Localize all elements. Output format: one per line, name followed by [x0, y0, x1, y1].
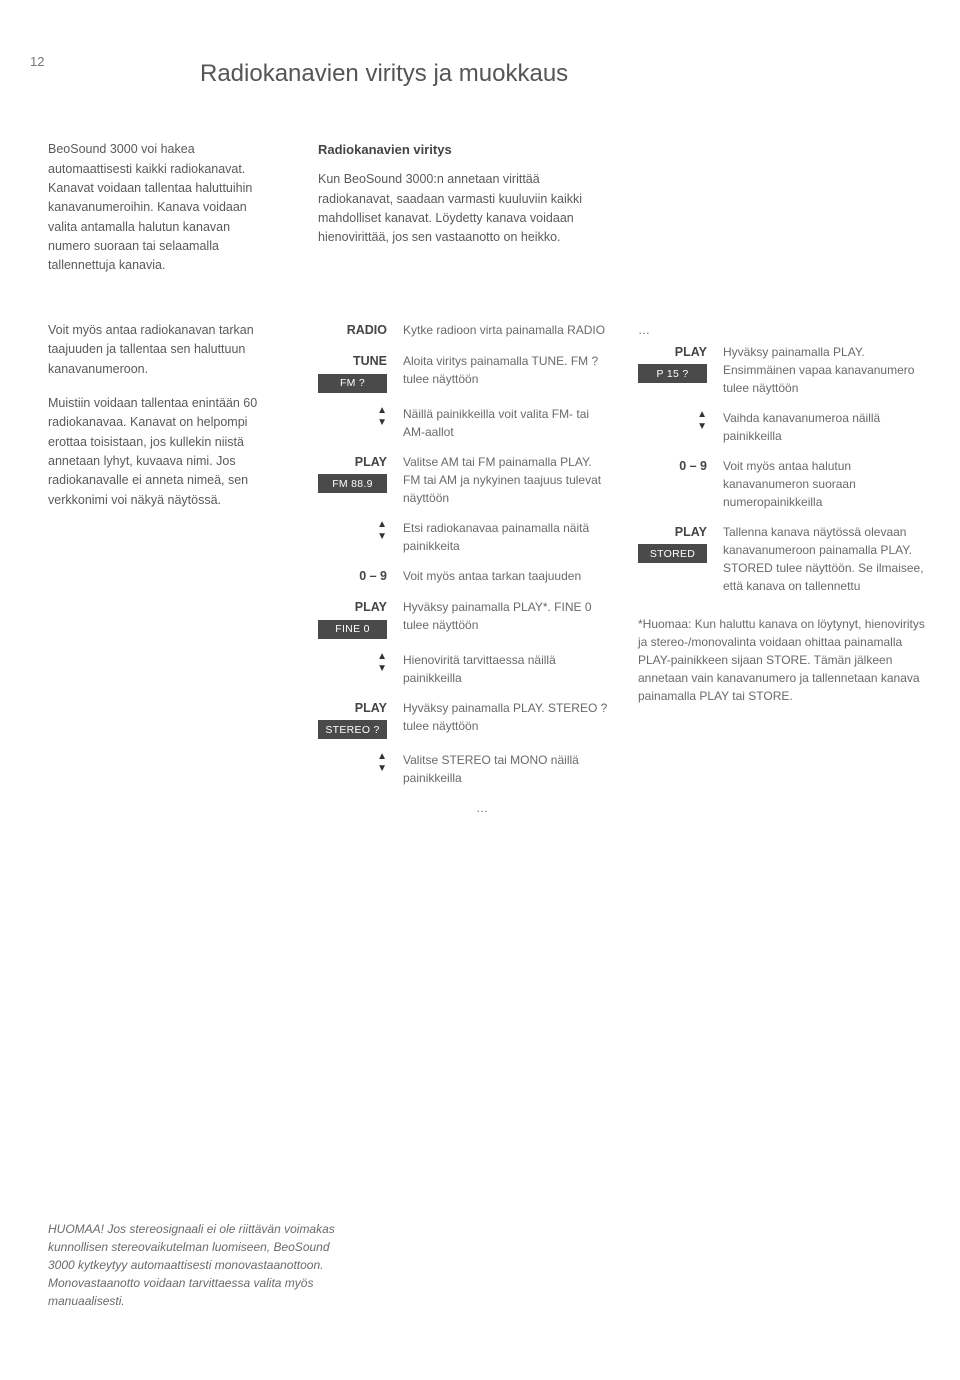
intro-right-column: Radiokanavien viritys Kun BeoSound 3000:… — [318, 140, 618, 291]
steps-column-left: RADIO Kytke radioon virta painamalla RADI… — [318, 321, 608, 818]
step-key: TUNE FM ? — [318, 352, 403, 393]
display-box: STEREO ? — [318, 720, 387, 739]
step-key: PLAY FM 88.9 — [318, 453, 403, 507]
intro-row: BeoSound 3000 voi hakea automaattisesti … — [48, 140, 900, 291]
ellipsis-bottom: … — [318, 799, 608, 817]
step-key: ▲▼ — [638, 409, 723, 445]
intro-left-column: BeoSound 3000 voi hakea automaattisesti … — [48, 140, 273, 291]
step-block: TUNE FM ? Aloita viritys painamalla TUNE. … — [318, 352, 608, 393]
step-description: Kytke radioon virta painamalla RADIO — [403, 321, 608, 340]
step-label: PLAY — [638, 343, 707, 362]
step-description: Hyväksy painamalla PLAY*. FINE 0 tulee n… — [403, 598, 608, 639]
arrow-up-down-icon: ▲▼ — [318, 519, 387, 543]
step-description: Valitse AM tai FM painamalla PLAY. FM ta… — [403, 453, 608, 507]
step-block: PLAY FINE 0 Hyväksy painamalla PLAY*. FINE… — [318, 598, 608, 639]
side-text-column: Voit myös antaa radiokanavan tarkan taaj… — [48, 321, 273, 818]
step-description: Voit myös antaa halutun kanavanumeron su… — [723, 457, 928, 511]
step-block: ▲▼ Valitse STEREO tai MONO näillä painikk… — [318, 751, 608, 787]
arrow-up-down-icon: ▲▼ — [318, 405, 387, 429]
step-label: 0 – 9 — [638, 457, 707, 476]
step-key: PLAY STEREO ? — [318, 699, 403, 740]
content-row: Voit myös antaa radiokanavan tarkan taaj… — [48, 321, 900, 818]
page-title: Radiokanavien viritys ja muokkaus — [200, 55, 900, 92]
intro-heading: Radiokanavien viritys — [318, 140, 618, 160]
step-key: PLAY STORED — [638, 523, 723, 595]
step-label: TUNE — [318, 352, 387, 371]
step-description: Vaihda kanavanumeroa näillä painikkeilla — [723, 409, 928, 445]
side-p1: Voit myös antaa radiokanavan tarkan taaj… — [48, 321, 273, 379]
step-description: Hyväksy painamalla PLAY. STEREO ? tulee … — [403, 699, 608, 740]
footnote: *Huomaa: Kun haluttu kanava on löytynyt,… — [638, 615, 928, 705]
step-block: PLAY STEREO ? Hyväksy painamalla PLAY. STE… — [318, 699, 608, 740]
step-label: RADIO — [318, 321, 387, 340]
step-block: RADIO Kytke radioon virta painamalla RADI… — [318, 321, 608, 340]
step-description: Etsi radiokanavaa painamalla näitä paini… — [403, 519, 608, 555]
display-box: FM ? — [318, 374, 387, 393]
side-p2: Muistiin voidaan tallentaa enintään 60 r… — [48, 394, 273, 510]
intro-left-p1: BeoSound 3000 voi hakea automaattisesti … — [48, 140, 273, 276]
step-block: 0 – 9 Voit myös antaa tarkan taajuuden — [318, 567, 608, 586]
page-number: 12 — [30, 52, 44, 72]
step-label: PLAY — [318, 699, 387, 718]
display-box: P 15 ? — [638, 364, 707, 383]
step-key: PLAY FINE 0 — [318, 598, 403, 639]
step-description: Tallenna kanava näytössä olevaan kanavan… — [723, 523, 928, 595]
step-key: PLAY P 15 ? — [638, 343, 723, 397]
step-key: 0 – 9 — [638, 457, 723, 511]
steps-column-right: … PLAY P 15 ? Hyväksy painamalla PLAY. Ens… — [638, 321, 928, 818]
step-label: 0 – 9 — [318, 567, 387, 586]
step-key: ▲▼ — [318, 519, 403, 555]
step-block: ▲▼ Hienoviritä tarvittaessa näillä painik… — [318, 651, 608, 687]
arrow-up-down-icon: ▲▼ — [638, 409, 707, 433]
step-description: Valitse STEREO tai MONO näillä painikkei… — [403, 751, 608, 787]
step-key: RADIO — [318, 321, 403, 340]
step-block: ▲▼ Näillä painikkeilla voit valita FM- ta… — [318, 405, 608, 441]
step-block: 0 – 9 Voit myös antaa halutun kanavanumer… — [638, 457, 928, 511]
step-label: PLAY — [638, 523, 707, 542]
step-block: PLAY FM 88.9 Valitse AM tai FM painamalla … — [318, 453, 608, 507]
display-box: STORED — [638, 544, 707, 563]
step-key: ▲▼ — [318, 751, 403, 787]
step-description: Aloita viritys painamalla TUNE. FM ? tul… — [403, 352, 608, 393]
step-description: Voit myös antaa tarkan taajuuden — [403, 567, 608, 586]
display-box: FM 88.9 — [318, 474, 387, 493]
intro-right-p1: Kun BeoSound 3000:n annetaan virittää ra… — [318, 170, 618, 248]
ellipsis-top: … — [638, 321, 928, 339]
step-description: Hienoviritä tarvittaessa näillä painikke… — [403, 651, 608, 687]
step-description: Näillä painikkeilla voit valita FM- tai … — [403, 405, 608, 441]
arrow-up-down-icon: ▲▼ — [318, 651, 387, 675]
step-label: PLAY — [318, 598, 387, 617]
step-block: PLAY STORED Tallenna kanava näytössä oleva… — [638, 523, 928, 595]
step-block: ▲▼ Vaihda kanavanumeroa näillä painikkeil… — [638, 409, 928, 445]
step-key: ▲▼ — [318, 651, 403, 687]
step-description: Hyväksy painamalla PLAY. Ensimmäinen vap… — [723, 343, 928, 397]
step-block: PLAY P 15 ? Hyväksy painamalla PLAY. Ensim… — [638, 343, 928, 397]
step-block: ▲▼ Etsi radiokanavaa painamalla näitä pai… — [318, 519, 608, 555]
bottom-note: HUOMAA! Jos stereosignaali ei ole riittä… — [48, 1220, 348, 1310]
display-box: FINE 0 — [318, 620, 387, 639]
step-key: ▲▼ — [318, 405, 403, 441]
step-label: PLAY — [318, 453, 387, 472]
arrow-up-down-icon: ▲▼ — [318, 751, 387, 775]
step-key: 0 – 9 — [318, 567, 403, 586]
steps-area: RADIO Kytke radioon virta painamalla RADI… — [318, 321, 928, 818]
